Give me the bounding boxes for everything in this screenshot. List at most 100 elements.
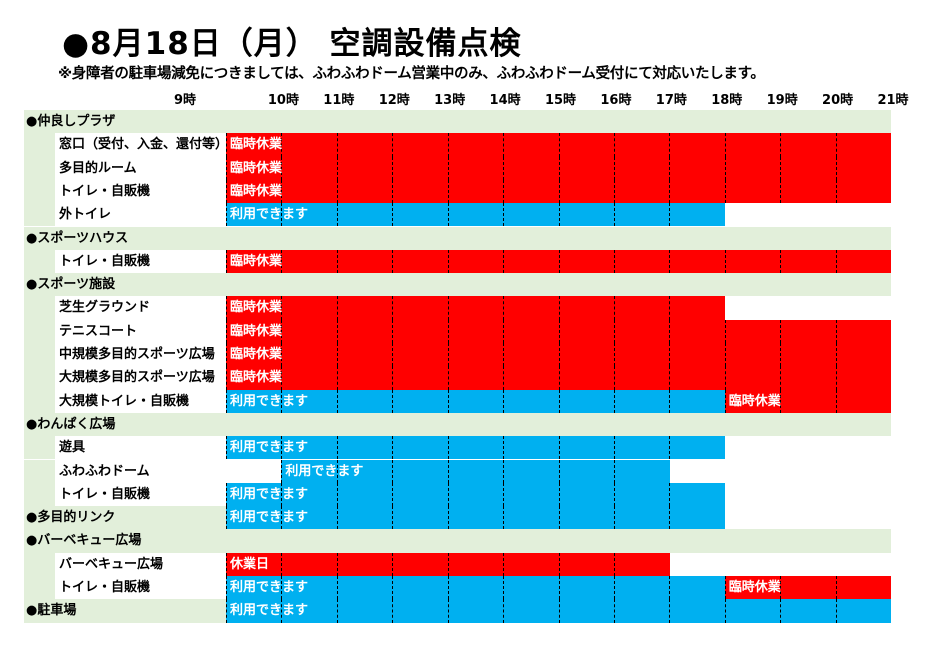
row-indent bbox=[24, 203, 55, 227]
row-indent bbox=[24, 179, 55, 204]
status-bar-area: 利用できます bbox=[226, 436, 891, 460]
facility-label: 多目的ルーム bbox=[59, 160, 137, 176]
facility-label: 遊具 bbox=[59, 440, 86, 456]
open-cell bbox=[613, 482, 670, 507]
open-cell bbox=[392, 599, 449, 623]
open-cell bbox=[336, 482, 393, 507]
open-cell bbox=[336, 389, 393, 413]
facility-label: テニスコート bbox=[59, 323, 138, 339]
closed-cell bbox=[281, 156, 338, 180]
closed-cell bbox=[392, 156, 449, 180]
section-row: ●多目的リンク 利用できます bbox=[24, 506, 891, 530]
open-cell bbox=[336, 436, 393, 460]
open-cell bbox=[447, 576, 504, 600]
closed-cell: 休業日 bbox=[226, 552, 282, 576]
closed-cell bbox=[281, 552, 338, 576]
facility-row: 窓口（受付、入金、還付等） 臨時休業 bbox=[24, 133, 892, 157]
closed-cell: 臨時休業 bbox=[226, 179, 282, 204]
closed-cell bbox=[447, 156, 504, 180]
closed-cell bbox=[392, 319, 449, 343]
closed-cell bbox=[724, 249, 781, 274]
closed-cell bbox=[835, 179, 892, 204]
closed-cell bbox=[447, 552, 504, 576]
closed-cell bbox=[392, 179, 449, 204]
row-indent bbox=[24, 552, 55, 576]
closed-cell bbox=[780, 133, 837, 157]
closed-cell bbox=[669, 156, 726, 180]
closed-cell: 臨時休業 bbox=[226, 249, 283, 274]
closed-cell bbox=[724, 319, 781, 343]
status-text: 臨時休業 bbox=[230, 137, 283, 153]
open-cell: 利用できます bbox=[226, 389, 308, 413]
closed-cell: 臨時休業 bbox=[226, 319, 282, 343]
closed-cell bbox=[558, 133, 615, 157]
facility-label: トイレ・自販機 bbox=[59, 183, 151, 199]
closed-cell bbox=[336, 249, 393, 274]
closed-cell bbox=[503, 552, 559, 576]
closed-cell bbox=[558, 319, 615, 343]
open-cell bbox=[669, 506, 726, 530]
open-cell: 利用できます bbox=[226, 436, 308, 460]
open-cell bbox=[447, 599, 504, 623]
open-cell bbox=[336, 599, 393, 623]
hour-label: 16時 bbox=[600, 93, 632, 108]
status-text: 利用できます bbox=[230, 603, 309, 619]
closed-cell bbox=[447, 319, 504, 343]
closed-cell bbox=[503, 156, 559, 180]
open-cell bbox=[558, 576, 615, 600]
open-cell bbox=[669, 576, 726, 600]
row-indent bbox=[24, 436, 55, 460]
open-cell bbox=[558, 459, 615, 483]
status-bar-area: 臨時休業 bbox=[226, 179, 892, 204]
closed-cell bbox=[835, 156, 892, 180]
closed-cell bbox=[780, 576, 837, 600]
facility-row: 遊具 利用できます bbox=[24, 436, 891, 460]
closed-cell bbox=[724, 366, 781, 390]
facility-row: 大規模トイレ・自販機 利用できます 臨時休業 bbox=[24, 389, 892, 413]
status-text: 臨時休業 bbox=[230, 253, 283, 269]
status-text: 休業日 bbox=[230, 556, 270, 572]
open-cell bbox=[447, 436, 504, 460]
facility-row: バーベキュー広場 休業日 bbox=[24, 552, 891, 576]
facility-row: 大規模多目的スポーツ広場 臨時休業 bbox=[24, 366, 892, 390]
row-indent bbox=[24, 459, 55, 483]
facility-label: トイレ・自販機 bbox=[59, 253, 151, 269]
open-cell bbox=[503, 203, 559, 227]
closed-cell bbox=[336, 552, 393, 576]
closed-cell bbox=[835, 133, 892, 157]
status-bar-area: 利用できます 臨時休業 bbox=[226, 576, 892, 600]
hour-label: 15時 bbox=[544, 93, 577, 108]
closed-cell bbox=[392, 366, 449, 390]
closed-cell bbox=[613, 156, 670, 180]
open-cell: 利用できます bbox=[226, 599, 308, 623]
closed-cell bbox=[392, 249, 449, 274]
open-cell bbox=[447, 389, 504, 413]
facility-row: 外トイレ 利用できます bbox=[24, 203, 891, 227]
status-text: 利用できます bbox=[230, 486, 309, 502]
hour-label: 19時 bbox=[766, 93, 798, 108]
closed-cell bbox=[669, 319, 726, 343]
row-indent bbox=[24, 343, 55, 367]
open-cell bbox=[503, 482, 559, 507]
facility-label: ●バーベキュー広場 bbox=[26, 533, 142, 549]
status-bar-area: 利用できます 臨時休業 bbox=[226, 389, 892, 413]
closed-cell bbox=[447, 133, 504, 157]
open-cell: 利用できます bbox=[226, 203, 308, 227]
row-indent bbox=[24, 296, 55, 320]
open-cell bbox=[336, 506, 393, 530]
open-cell bbox=[447, 203, 504, 227]
open-cell bbox=[669, 482, 726, 507]
closed-cell bbox=[503, 366, 559, 390]
open-cell bbox=[336, 459, 393, 483]
open-cell bbox=[613, 599, 670, 623]
open-cell bbox=[558, 482, 615, 507]
closed-cell bbox=[392, 343, 449, 367]
parking-note: ※身障者の駐車場減免につきましては、ふわふわドーム営業中のみ、ふわふわドーム受付… bbox=[58, 66, 765, 82]
facility-label: トイレ・自販機 bbox=[59, 580, 151, 595]
status-text: 臨時休業 bbox=[230, 370, 283, 386]
open-cell bbox=[281, 436, 338, 460]
status-bar-area: 臨時休業 bbox=[226, 156, 892, 180]
closed-cell bbox=[281, 343, 338, 367]
closed-cell bbox=[613, 319, 670, 343]
open-cell bbox=[392, 389, 449, 413]
